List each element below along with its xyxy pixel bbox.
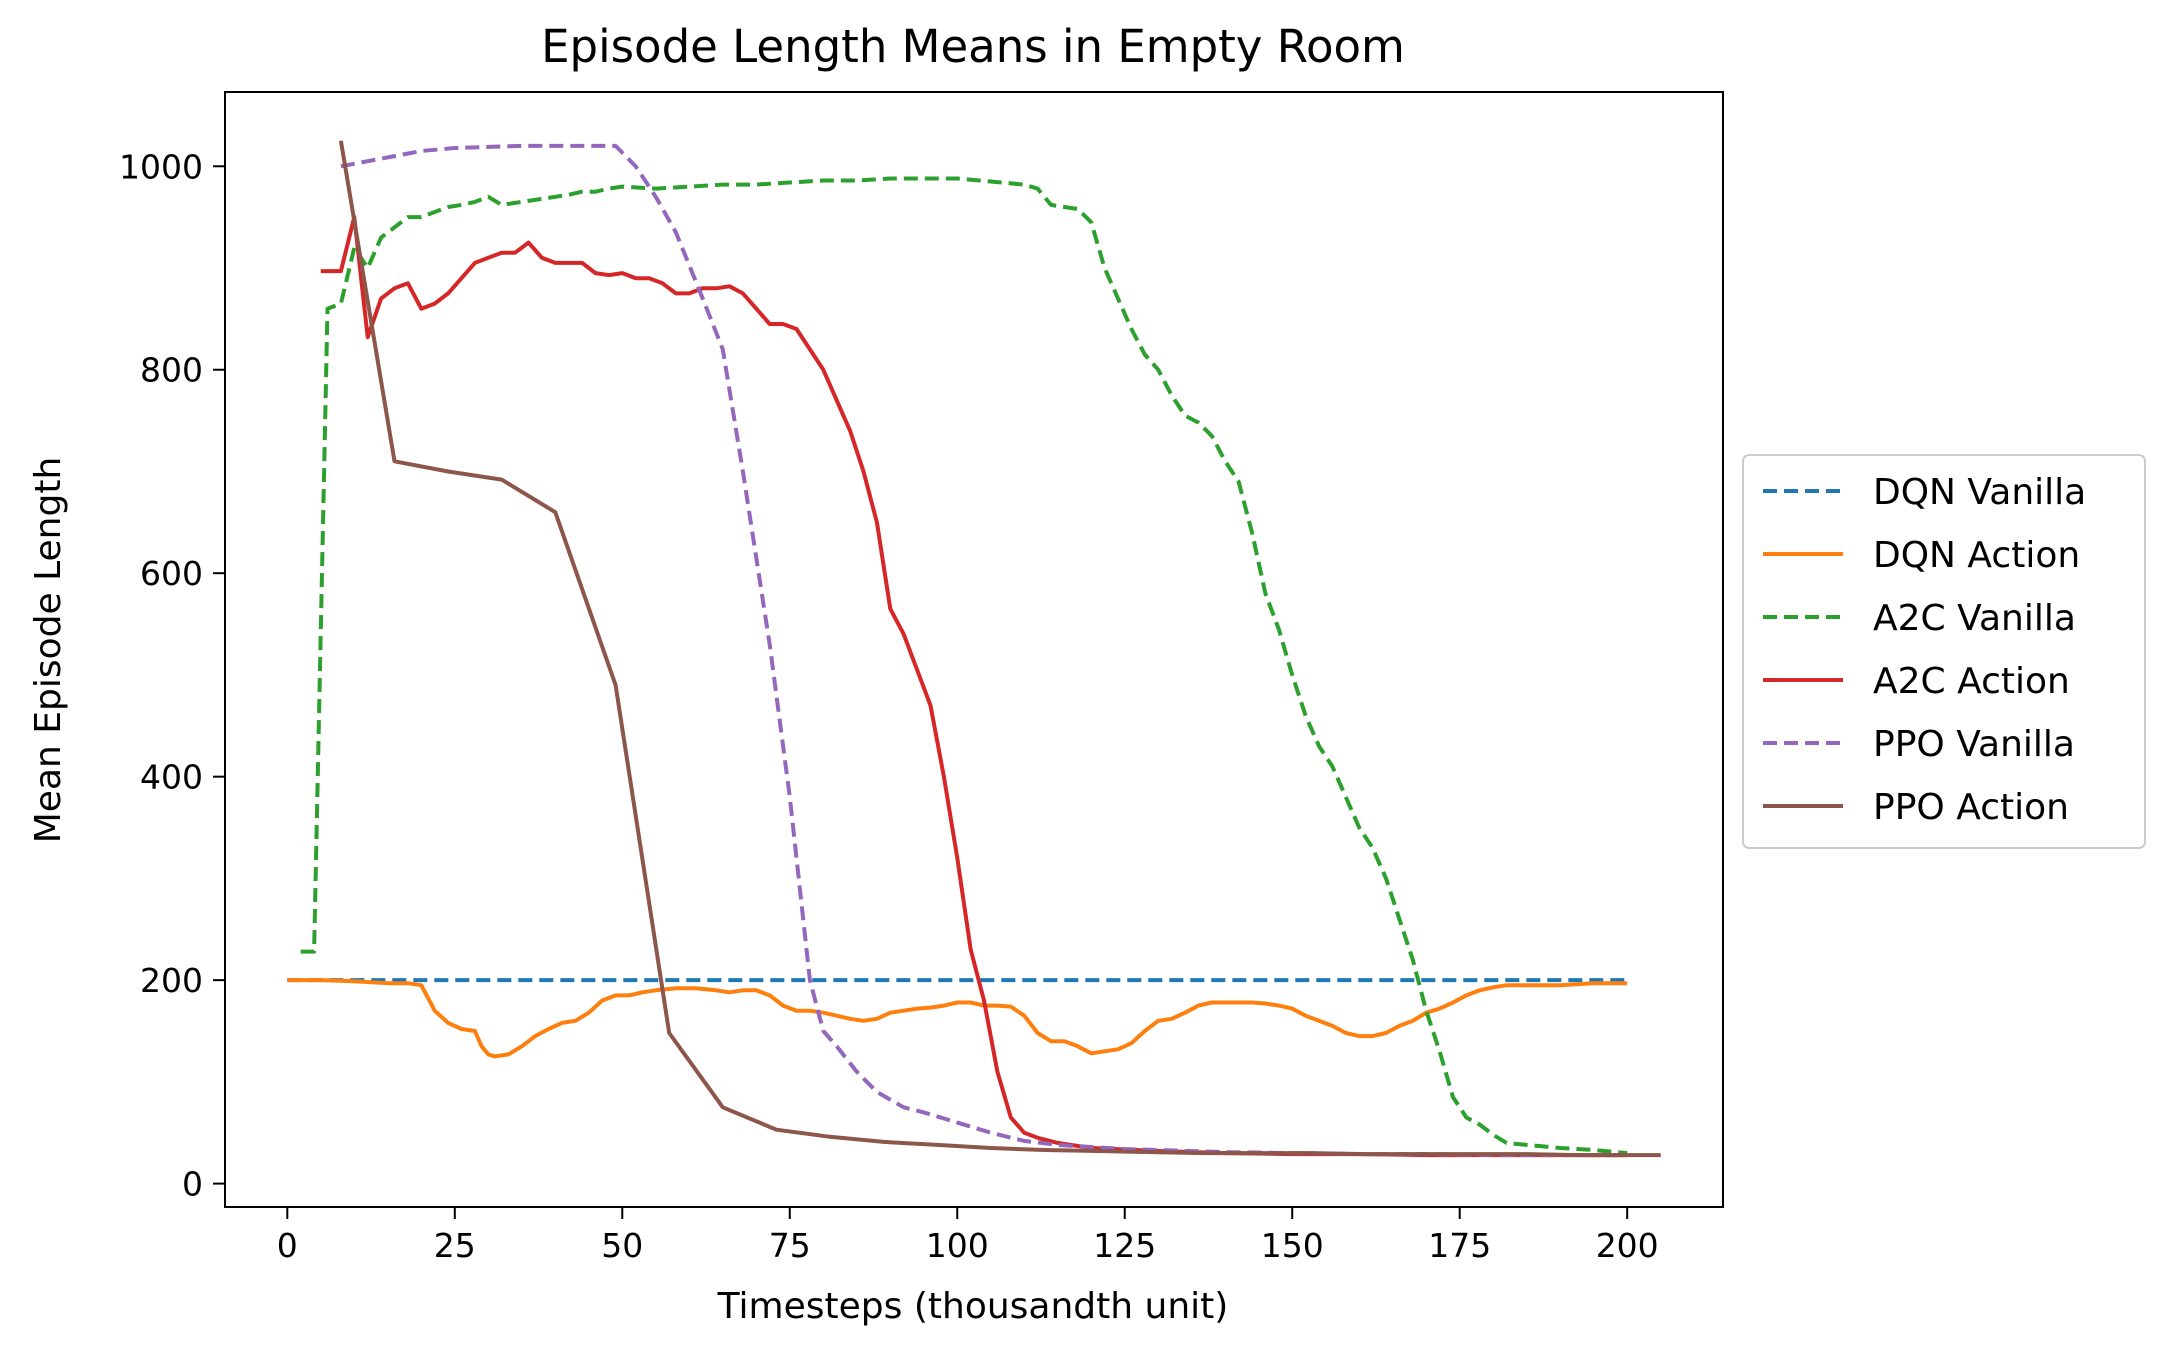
- y-tick-label: 600: [140, 554, 203, 593]
- legend-frame: [1742, 454, 2146, 849]
- chart-title: Episode Length Means in Empty Room: [541, 20, 1405, 73]
- x-axis-label: Timesteps (thousandth unit): [717, 1286, 1229, 1327]
- x-tick-label: 25: [434, 1226, 476, 1265]
- series-line-ppo-vanilla: [340, 143, 1628, 1158]
- series-line-a2c-vanilla: [300, 176, 1628, 1156]
- legend-entry-label: DQN Action: [1873, 535, 2080, 576]
- plot-frame: [224, 91, 1724, 1208]
- series-line-dqn-action: [287, 978, 1628, 1059]
- y-tick-label: 0: [182, 1165, 203, 1204]
- x-tick-label: 50: [601, 1226, 643, 1265]
- x-axis: 0 25 50 75 100 125 150 175 200: [277, 1207, 1659, 1265]
- y-axis: 0 200 400 600 800 1000: [119, 147, 225, 1204]
- legend-entry-label: A2C Vanilla: [1873, 598, 2076, 639]
- legend-entry-label: PPO Vanilla: [1873, 724, 2075, 765]
- series-line-ppo-action: [338, 140, 1661, 1158]
- x-tick-label: 100: [926, 1226, 989, 1265]
- x-tick-label: 125: [1093, 1226, 1156, 1265]
- legend-entry-label: PPO Action: [1873, 787, 2069, 828]
- x-tick-label: 175: [1428, 1226, 1491, 1265]
- x-tick-label: 0: [277, 1226, 298, 1265]
- legend-entry-label: A2C Action: [1873, 661, 2070, 702]
- y-axis-label: Mean Episode Length: [28, 457, 69, 844]
- x-tick-label: 150: [1261, 1226, 1324, 1265]
- series-line-a2c-action: [320, 215, 1628, 1158]
- plot-area: 0 25 50 75 100 125 150 175 200 0 200 400 600 800 1000: [119, 91, 1724, 1265]
- x-tick-label: 200: [1596, 1226, 1659, 1265]
- legend: DQN Vanilla DQN Action A2C Vanilla A2C Acti…: [1742, 454, 2146, 849]
- y-tick-label: 800: [140, 351, 203, 390]
- y-tick-label: 1000: [119, 147, 203, 186]
- x-tick-label: 75: [769, 1226, 811, 1265]
- legend-entry-label: DQN Vanilla: [1873, 472, 2086, 513]
- y-tick-label: 200: [140, 961, 203, 1000]
- y-tick-label: 400: [140, 758, 203, 797]
- series-layer: [287, 140, 1661, 1158]
